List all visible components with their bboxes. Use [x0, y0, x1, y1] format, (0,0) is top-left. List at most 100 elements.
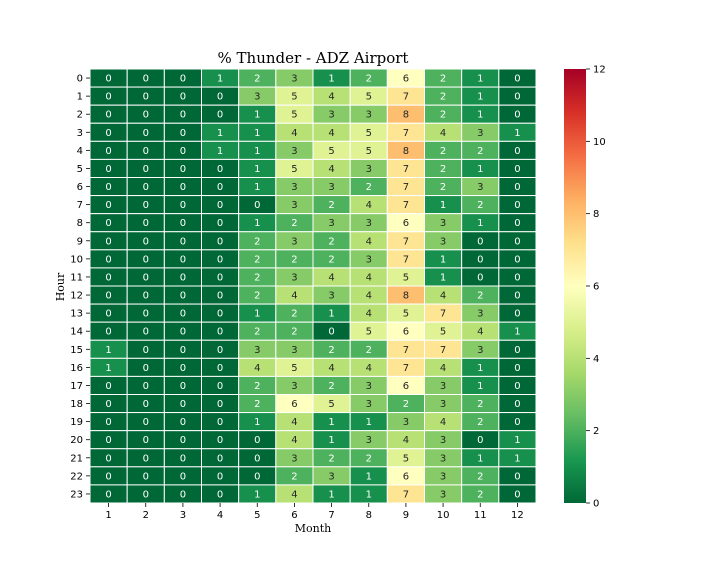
cell-value-label: 1: [477, 110, 483, 121]
cell-value-label: 6: [403, 471, 409, 482]
cell-value-label: 5: [403, 272, 409, 283]
cell-value-label: 2: [328, 254, 334, 265]
cell-value-label: 2: [477, 471, 483, 482]
cell-value-label: 0: [143, 345, 149, 356]
cell-value-label: 0: [105, 399, 111, 410]
cell-value-label: 0: [143, 272, 149, 283]
y-tick-label: 2: [77, 110, 83, 121]
cell-value-label: 3: [254, 92, 260, 103]
cell-value-label: 2: [440, 74, 446, 85]
cell-value-label: 3: [328, 182, 334, 193]
cell-value-label: 0: [514, 254, 520, 265]
x-tick-label: 9: [403, 510, 409, 521]
cell-value-label: 0: [105, 218, 111, 229]
cell-value-label: 0: [180, 489, 186, 500]
cell-value-label: 7: [403, 128, 409, 139]
cell-value-label: 0: [180, 309, 186, 320]
cell-value-label: 2: [291, 218, 297, 229]
colorbar-tick-label: 8: [593, 209, 599, 220]
cell-value-label: 4: [440, 128, 446, 139]
cell-value-label: 0: [105, 128, 111, 139]
cell-value-label: 4: [328, 363, 334, 374]
x-tick-label: 5: [254, 510, 260, 521]
cell-value-label: 0: [217, 381, 223, 392]
cell-value-label: 0: [217, 309, 223, 320]
cell-value-label: 2: [254, 381, 260, 392]
cell-value-label: 7: [440, 309, 446, 320]
cell-value-label: 4: [328, 272, 334, 283]
cell-value-label: 0: [217, 453, 223, 464]
cell-value-label: 0: [254, 435, 260, 446]
cell-value-label: 5: [328, 399, 334, 410]
cell-value-label: 2: [366, 345, 372, 356]
cell-value-label: 0: [217, 489, 223, 500]
cell-value-label: 0: [254, 453, 260, 464]
cell-value-label: 0: [143, 182, 149, 193]
cell-value-label: 0: [514, 74, 520, 85]
cell-value-label: 0: [143, 453, 149, 464]
cell-value-label: 3: [254, 345, 260, 356]
cell-value-label: 2: [477, 399, 483, 410]
colorbar-tick-label: 2: [593, 426, 599, 437]
y-tick-label: 4: [77, 146, 83, 157]
cell-value-label: 0: [105, 254, 111, 265]
cell-value-label: 4: [477, 327, 483, 338]
y-tick-label: 19: [70, 417, 83, 428]
cell-value-label: 4: [366, 291, 372, 302]
cell-value-label: 5: [403, 453, 409, 464]
cell-value-label: 0: [477, 254, 483, 265]
cell-value-label: 3: [440, 381, 446, 392]
cell-value-label: 0: [217, 327, 223, 338]
cell-value-label: 0: [217, 471, 223, 482]
cell-value-label: 0: [514, 92, 520, 103]
cell-value-label: 3: [366, 435, 372, 446]
cell-value-label: 1: [254, 128, 260, 139]
heatmap-cells: 0 0 0 1 2 3 1 2 6 2 1 0 0 0 0 0 3 5 4 5 7 2 1 0 0 0 0 0 1 5 3 3 8 2 1 0 0 0 0 1…: [89, 68, 537, 504]
cell-value-label: 3: [291, 272, 297, 283]
colorbar-tick-label: 4: [593, 354, 599, 365]
cell-value-label: 4: [328, 164, 334, 175]
cell-value-label: 5: [291, 164, 297, 175]
cell-value-label: 2: [328, 345, 334, 356]
cell-value-label: 3: [291, 146, 297, 157]
cell-value-label: 6: [403, 327, 409, 338]
cell-value-label: 0: [143, 164, 149, 175]
cell-value-label: 0: [143, 489, 149, 500]
cell-value-label: 1: [217, 146, 223, 157]
cell-value-label: 0: [477, 435, 483, 446]
cell-value-label: 3: [291, 200, 297, 211]
colorbar: [564, 69, 586, 503]
cell-value-label: 0: [217, 200, 223, 211]
cell-value-label: 0: [143, 254, 149, 265]
cell-value-label: 0: [105, 92, 111, 103]
cell-value-label: 1: [477, 363, 483, 374]
cell-value-label: 7: [403, 345, 409, 356]
cell-value-label: 5: [291, 363, 297, 374]
cell-value-label: 0: [514, 471, 520, 482]
cell-value-label: 5: [366, 327, 372, 338]
cell-value-label: 4: [440, 417, 446, 428]
cell-value-label: 1: [254, 309, 260, 320]
cell-value-label: 4: [403, 435, 409, 446]
cell-value-label: 0: [514, 291, 520, 302]
cell-value-label: 0: [143, 435, 149, 446]
cell-value-label: 0: [180, 453, 186, 464]
cell-value-label: 0: [217, 345, 223, 356]
cell-value-label: 2: [440, 92, 446, 103]
y-tick-label: 15: [70, 345, 83, 356]
cell-value-label: 0: [180, 381, 186, 392]
cell-value-label: 0: [180, 182, 186, 193]
y-tick-label: 0: [77, 74, 83, 85]
cell-value-label: 3: [366, 381, 372, 392]
cell-value-label: 0: [143, 218, 149, 229]
cell-value-label: 2: [254, 74, 260, 85]
cell-value-label: 0: [180, 417, 186, 428]
cell-value-label: 0: [180, 399, 186, 410]
cell-value-label: 0: [105, 110, 111, 121]
cell-value-label: 1: [328, 417, 334, 428]
cell-value-label: 3: [403, 417, 409, 428]
y-tick-label: 23: [70, 489, 83, 500]
cell-value-label: 5: [440, 327, 446, 338]
cell-value-label: 0: [143, 309, 149, 320]
